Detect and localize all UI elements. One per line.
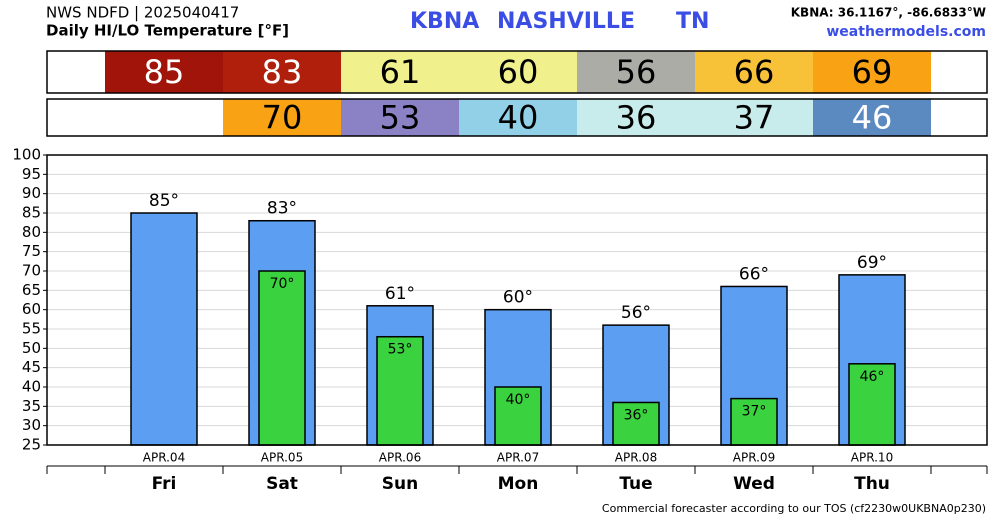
- high-label: 85°: [149, 191, 179, 211]
- x-tick-label: Sat: [266, 474, 298, 494]
- low-bar: [258, 270, 306, 446]
- strip-cell: [223, 99, 341, 136]
- strip-cell: [341, 99, 459, 136]
- footer: Commercial forecaster according to our T…: [602, 502, 986, 515]
- strip-cell: [459, 99, 577, 136]
- strip-cell: [223, 51, 341, 93]
- date-label: APR.04: [143, 451, 185, 465]
- y-tick-label: 25: [22, 436, 41, 454]
- strip-value: 37: [734, 99, 775, 137]
- strip-cell: [813, 99, 931, 136]
- y-tick-label: 35: [22, 397, 41, 415]
- date-label: APR.06: [379, 451, 421, 465]
- strip-value: 56: [616, 53, 657, 91]
- strip-cell: [577, 51, 695, 93]
- low-label: 46°: [860, 369, 885, 385]
- chart-title: Daily HI/LO Temperature [°F]: [46, 22, 289, 40]
- state: TN: [676, 9, 709, 34]
- low-bar: [376, 335, 424, 446]
- strip-cell: [341, 51, 459, 93]
- y-tick-label: 30: [22, 416, 41, 434]
- y-tick-label: 90: [22, 184, 41, 202]
- low-bar: [730, 397, 778, 446]
- y-tick-label: 75: [22, 242, 41, 260]
- strip-cell: [459, 51, 577, 93]
- x-tick-label: Tue: [619, 474, 652, 494]
- strip-cell: [813, 51, 931, 93]
- high-label: 69°: [857, 253, 887, 273]
- coords: KBNA: 36.1167°, -86.6833°W: [791, 6, 986, 20]
- site: weathermodels.com: [826, 24, 986, 40]
- strip-value: 83: [262, 53, 303, 91]
- y-tick-label: 95: [22, 165, 41, 183]
- strip-cell: [695, 51, 813, 93]
- low-label: 40°: [506, 392, 531, 408]
- strip-cell: [695, 99, 813, 136]
- strip-value: 53: [380, 99, 421, 137]
- high-label: 83°: [267, 199, 297, 219]
- strip-cell: [105, 51, 223, 93]
- y-tick-label: 65: [22, 281, 41, 299]
- plot-frame: [46, 154, 988, 446]
- y-tick-label: 70: [22, 262, 41, 280]
- y-tick-label: 40: [22, 378, 41, 396]
- date-label: APR.09: [733, 451, 775, 465]
- strip-value: 61: [380, 53, 421, 91]
- high-label: 56°: [621, 303, 651, 323]
- low-label: 37°: [742, 404, 767, 420]
- y-tick-label: 55: [22, 320, 41, 338]
- y-tick-label: 60: [22, 300, 41, 318]
- y-tick-label: 45: [22, 358, 41, 376]
- station: KBNA: [410, 9, 479, 34]
- high-label: 61°: [385, 284, 415, 304]
- x-tick-label: Thu: [854, 474, 890, 494]
- low-bar: [848, 363, 896, 446]
- y-tick-label: 50: [22, 339, 41, 357]
- low-bar: [494, 386, 542, 446]
- city: NASHVILLE: [497, 9, 635, 34]
- strip-value: 46: [852, 99, 893, 137]
- date-label: APR.05: [261, 451, 303, 465]
- low-label: 70°: [270, 276, 295, 292]
- y-tick-label: 85: [22, 204, 41, 222]
- x-tick-label: Mon: [498, 474, 539, 494]
- high-bar: [130, 212, 198, 446]
- strip-value: 69: [852, 53, 893, 91]
- source: NWS NDFD | 2025040417: [46, 4, 239, 22]
- strip-value: 60: [498, 53, 539, 91]
- date-label: APR.07: [497, 451, 539, 465]
- strip-value: 85: [144, 53, 185, 91]
- y-tick-label: 80: [22, 223, 41, 241]
- x-tick-label: Sun: [382, 474, 418, 494]
- high-label: 66°: [739, 264, 769, 284]
- high-label: 60°: [503, 288, 533, 308]
- x-tick-label: Wed: [733, 474, 775, 494]
- strip-border: [46, 50, 988, 94]
- date-label: APR.08: [615, 451, 657, 465]
- y-tick-label: 100: [12, 146, 41, 164]
- strip-value: 36: [616, 99, 657, 137]
- low-label: 53°: [388, 342, 413, 358]
- date-label: APR.10: [851, 451, 893, 465]
- strip-value: 66: [734, 53, 775, 91]
- low-label: 36°: [624, 407, 649, 423]
- x-tick-label: Fri: [152, 474, 177, 494]
- low-bar: [612, 401, 660, 446]
- strip-border: [46, 98, 988, 137]
- strip-value: 70: [262, 99, 303, 137]
- strip-cell: [577, 99, 695, 136]
- strip-value: 40: [498, 99, 539, 137]
